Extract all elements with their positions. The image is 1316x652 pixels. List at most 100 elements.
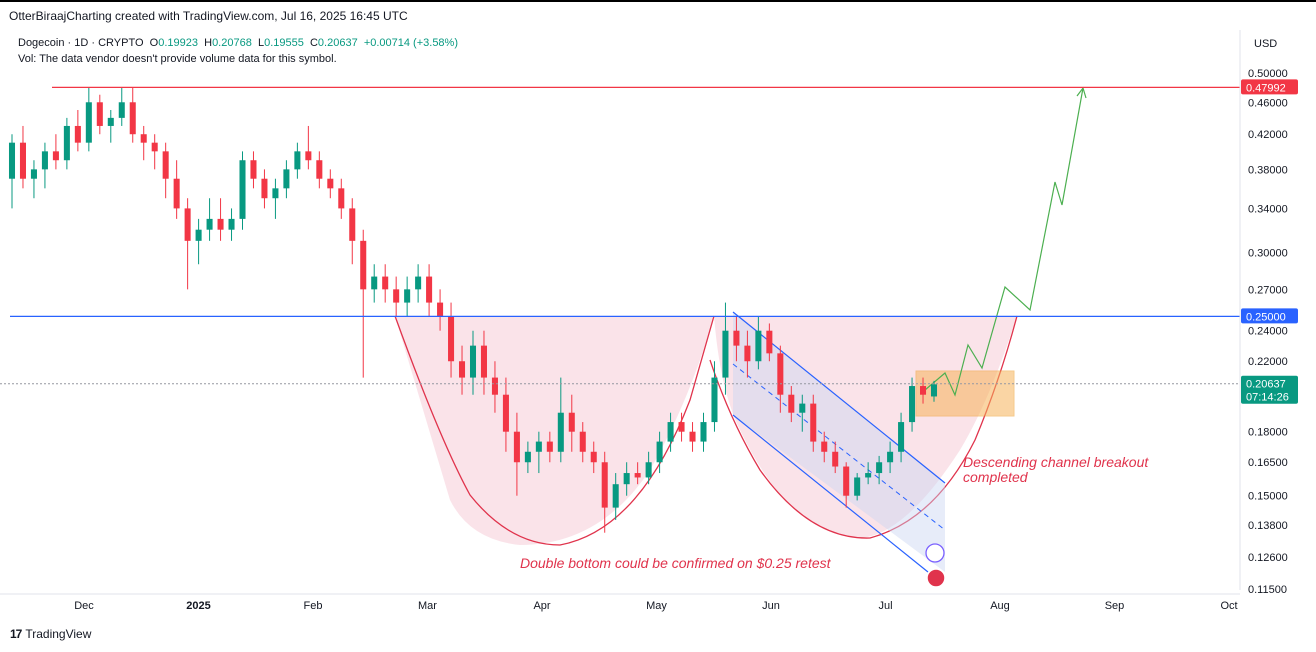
candle bbox=[404, 276, 411, 317]
symbol-legend: Dogecoin · 1D · CRYPTO O0.19923 H0.20768… bbox=[18, 37, 458, 49]
candle bbox=[755, 316, 762, 370]
time-axis[interactable]: Dec 2025 Feb Mar Apr May Jun Jul Aug Sep Oct bbox=[0, 593, 1240, 612]
candle bbox=[74, 109, 81, 152]
time-tick-9: Sep bbox=[1105, 600, 1125, 612]
price-tag-bg-2 bbox=[1241, 375, 1298, 404]
candle bbox=[261, 169, 268, 209]
sparkle-icon bbox=[925, 543, 945, 563]
candle bbox=[41, 142, 48, 189]
candle bbox=[887, 441, 894, 474]
price-tick-1: 0.46000 bbox=[1248, 97, 1288, 109]
candle bbox=[426, 264, 433, 317]
candle bbox=[799, 394, 806, 432]
candle bbox=[162, 142, 169, 199]
time-tick-7: Jul bbox=[878, 600, 892, 612]
candle bbox=[645, 451, 652, 485]
close-label: C bbox=[309, 37, 318, 49]
candle bbox=[920, 377, 927, 404]
price-tag-value-1: 0.25000 bbox=[1246, 311, 1286, 323]
candle bbox=[601, 451, 608, 533]
time-tick-0: Dec bbox=[74, 600, 94, 612]
candle bbox=[930, 380, 938, 402]
candle bbox=[590, 441, 597, 474]
candle bbox=[535, 431, 542, 474]
symbol-name[interactable]: Dogecoin · 1D · CRYPTO bbox=[18, 37, 144, 49]
price-tick-2: 0.42000 bbox=[1248, 129, 1288, 141]
projection-arrowhead bbox=[1076, 86, 1087, 99]
candle bbox=[272, 178, 279, 219]
candle bbox=[777, 345, 784, 413]
price-tick-12: 0.13800 bbox=[1248, 520, 1288, 532]
candle bbox=[448, 302, 455, 378]
candle bbox=[316, 151, 323, 189]
candle bbox=[96, 94, 103, 135]
tradingview-logo[interactable]: 17 TradingView bbox=[10, 627, 91, 641]
top-border bbox=[0, 0, 1316, 2]
candle bbox=[52, 134, 59, 170]
high-value: 0.20768 bbox=[212, 37, 252, 49]
candle bbox=[459, 345, 466, 395]
candle bbox=[480, 330, 487, 395]
horizontal-lines bbox=[0, 86, 1240, 385]
price-axis[interactable]: 0.50000 0.46000 0.42000 0.38000 0.34000 0.300… bbox=[1239, 30, 1288, 596]
candle bbox=[898, 412, 905, 463]
price-tag-bg-0 bbox=[1241, 79, 1298, 95]
candle bbox=[19, 125, 26, 189]
candle bbox=[360, 229, 367, 378]
chart-credit: OtterBiraajCharting created with Trading… bbox=[9, 9, 408, 23]
candle bbox=[294, 142, 301, 179]
candle bbox=[63, 117, 70, 170]
price-tick-4: 0.34000 bbox=[1248, 203, 1288, 215]
candle bbox=[8, 134, 16, 209]
candle bbox=[711, 361, 718, 432]
candle bbox=[788, 386, 795, 423]
tv-logo-text: TradingView bbox=[25, 627, 92, 641]
price-tick-6: 0.27000 bbox=[1248, 284, 1288, 296]
time-tick-4: Apr bbox=[533, 600, 550, 612]
candle bbox=[865, 462, 872, 485]
candle bbox=[700, 412, 707, 452]
cup-region-left bbox=[395, 316, 714, 545]
price-tick-5: 0.30000 bbox=[1248, 247, 1288, 259]
time-tick-8: Aug bbox=[990, 600, 1010, 612]
close-value: 0.20637 bbox=[317, 37, 358, 49]
candle bbox=[876, 455, 883, 485]
price-tick-7: 0.24000 bbox=[1248, 326, 1288, 338]
time-tick-5: May bbox=[646, 600, 667, 612]
candle bbox=[118, 87, 125, 126]
high-label: H bbox=[204, 37, 213, 49]
price-tick-14: 0.11500 bbox=[1248, 584, 1287, 596]
pattern-overlays bbox=[394, 86, 1087, 588]
time-tick-6: Jun bbox=[762, 600, 780, 612]
currency-label[interactable]: USD bbox=[1254, 38, 1278, 50]
candle bbox=[305, 125, 312, 170]
candle bbox=[733, 316, 740, 362]
candle bbox=[579, 422, 586, 463]
volume-note: Vol: The data vendor doesn't provide vol… bbox=[18, 53, 337, 65]
candle bbox=[239, 151, 246, 230]
flag-us-icon bbox=[926, 568, 946, 588]
candle bbox=[810, 394, 817, 452]
candle bbox=[623, 462, 630, 496]
candle bbox=[206, 198, 213, 241]
candle bbox=[349, 198, 356, 265]
time-tick-3: Mar bbox=[418, 600, 437, 612]
candle bbox=[491, 361, 498, 413]
candle bbox=[524, 441, 531, 474]
candle bbox=[612, 473, 619, 520]
price-tick-0: 0.50000 bbox=[1248, 68, 1288, 80]
candle-series bbox=[8, 87, 938, 533]
candle bbox=[832, 441, 839, 474]
candle bbox=[689, 422, 696, 452]
channel-lower-line bbox=[732, 414, 929, 573]
candle bbox=[546, 431, 553, 463]
low-value: 0.19555 bbox=[264, 37, 304, 49]
tv-logo-icon: 17 bbox=[10, 627, 22, 641]
candle bbox=[30, 160, 37, 199]
candle bbox=[250, 151, 257, 189]
cup-outline-left bbox=[394, 315, 715, 546]
candle bbox=[744, 330, 751, 378]
candle bbox=[502, 377, 509, 452]
